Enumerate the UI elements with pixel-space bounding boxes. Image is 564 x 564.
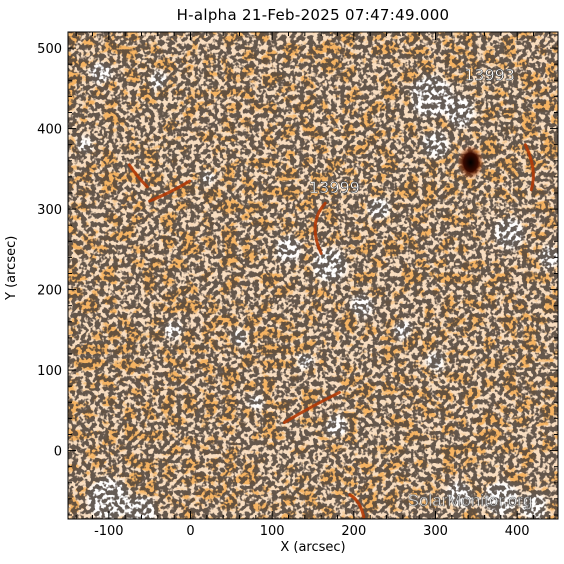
filament bbox=[282, 390, 341, 424]
region-label: 13999 bbox=[309, 178, 360, 197]
filament bbox=[313, 201, 327, 255]
axis-ticks: -100 0 100 200 300 400 0 100 200 300 400 500 bbox=[37, 31, 558, 539]
dark-fibrils bbox=[68, 32, 558, 519]
x-tick-label: -100 bbox=[94, 524, 124, 539]
y-tick-label: 200 bbox=[37, 284, 62, 299]
x-axis-label: X (arcsec) bbox=[280, 540, 346, 555]
x-tick-label: 0 bbox=[186, 524, 194, 539]
region-label: 13993 bbox=[464, 65, 515, 84]
sunspot bbox=[457, 145, 484, 180]
x-tick-label: 300 bbox=[423, 524, 448, 539]
y-tick-label: 100 bbox=[37, 364, 62, 379]
x-tick-label: 200 bbox=[341, 524, 366, 539]
y-tick-label: 500 bbox=[37, 42, 62, 57]
filament bbox=[148, 179, 192, 203]
y-tick-label: 0 bbox=[54, 445, 62, 460]
plot-frame bbox=[67, 31, 559, 520]
x-tick-label: 100 bbox=[260, 524, 285, 539]
x-tick-label: 400 bbox=[505, 524, 530, 539]
solar-image bbox=[68, 32, 558, 519]
filaments bbox=[127, 143, 535, 519]
watermark: SolarMonitor.org bbox=[408, 491, 533, 510]
filament bbox=[523, 143, 535, 192]
filament bbox=[348, 493, 366, 519]
filament bbox=[127, 163, 149, 189]
y-tick-label: 400 bbox=[37, 123, 62, 138]
y-tick-label: 300 bbox=[37, 203, 62, 218]
region-labels: 13993 13999 bbox=[309, 65, 516, 197]
plot-title: H-alpha 21-Feb-2025 07:47:49.000 bbox=[176, 6, 450, 24]
